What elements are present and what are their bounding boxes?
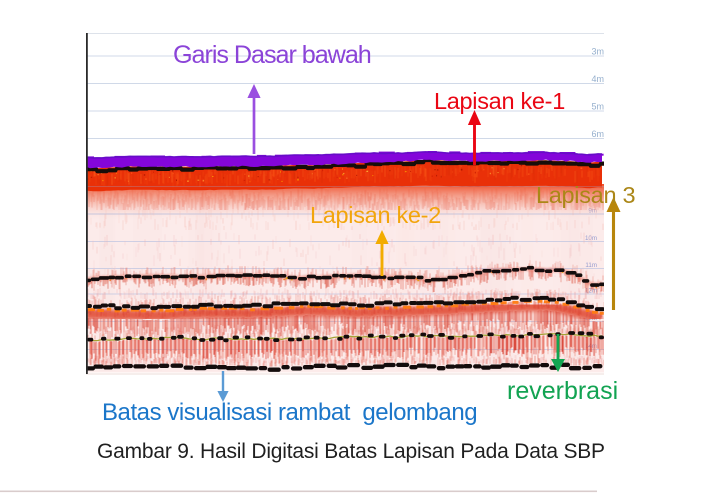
svg-text:10m: 10m <box>585 235 597 242</box>
svg-text:4m: 4m <box>591 74 604 84</box>
svg-text:11m: 11m <box>585 262 597 269</box>
svg-text:6m: 6m <box>591 129 604 139</box>
svg-text:5m: 5m <box>591 102 604 112</box>
svg-text:3m: 3m <box>591 47 604 57</box>
